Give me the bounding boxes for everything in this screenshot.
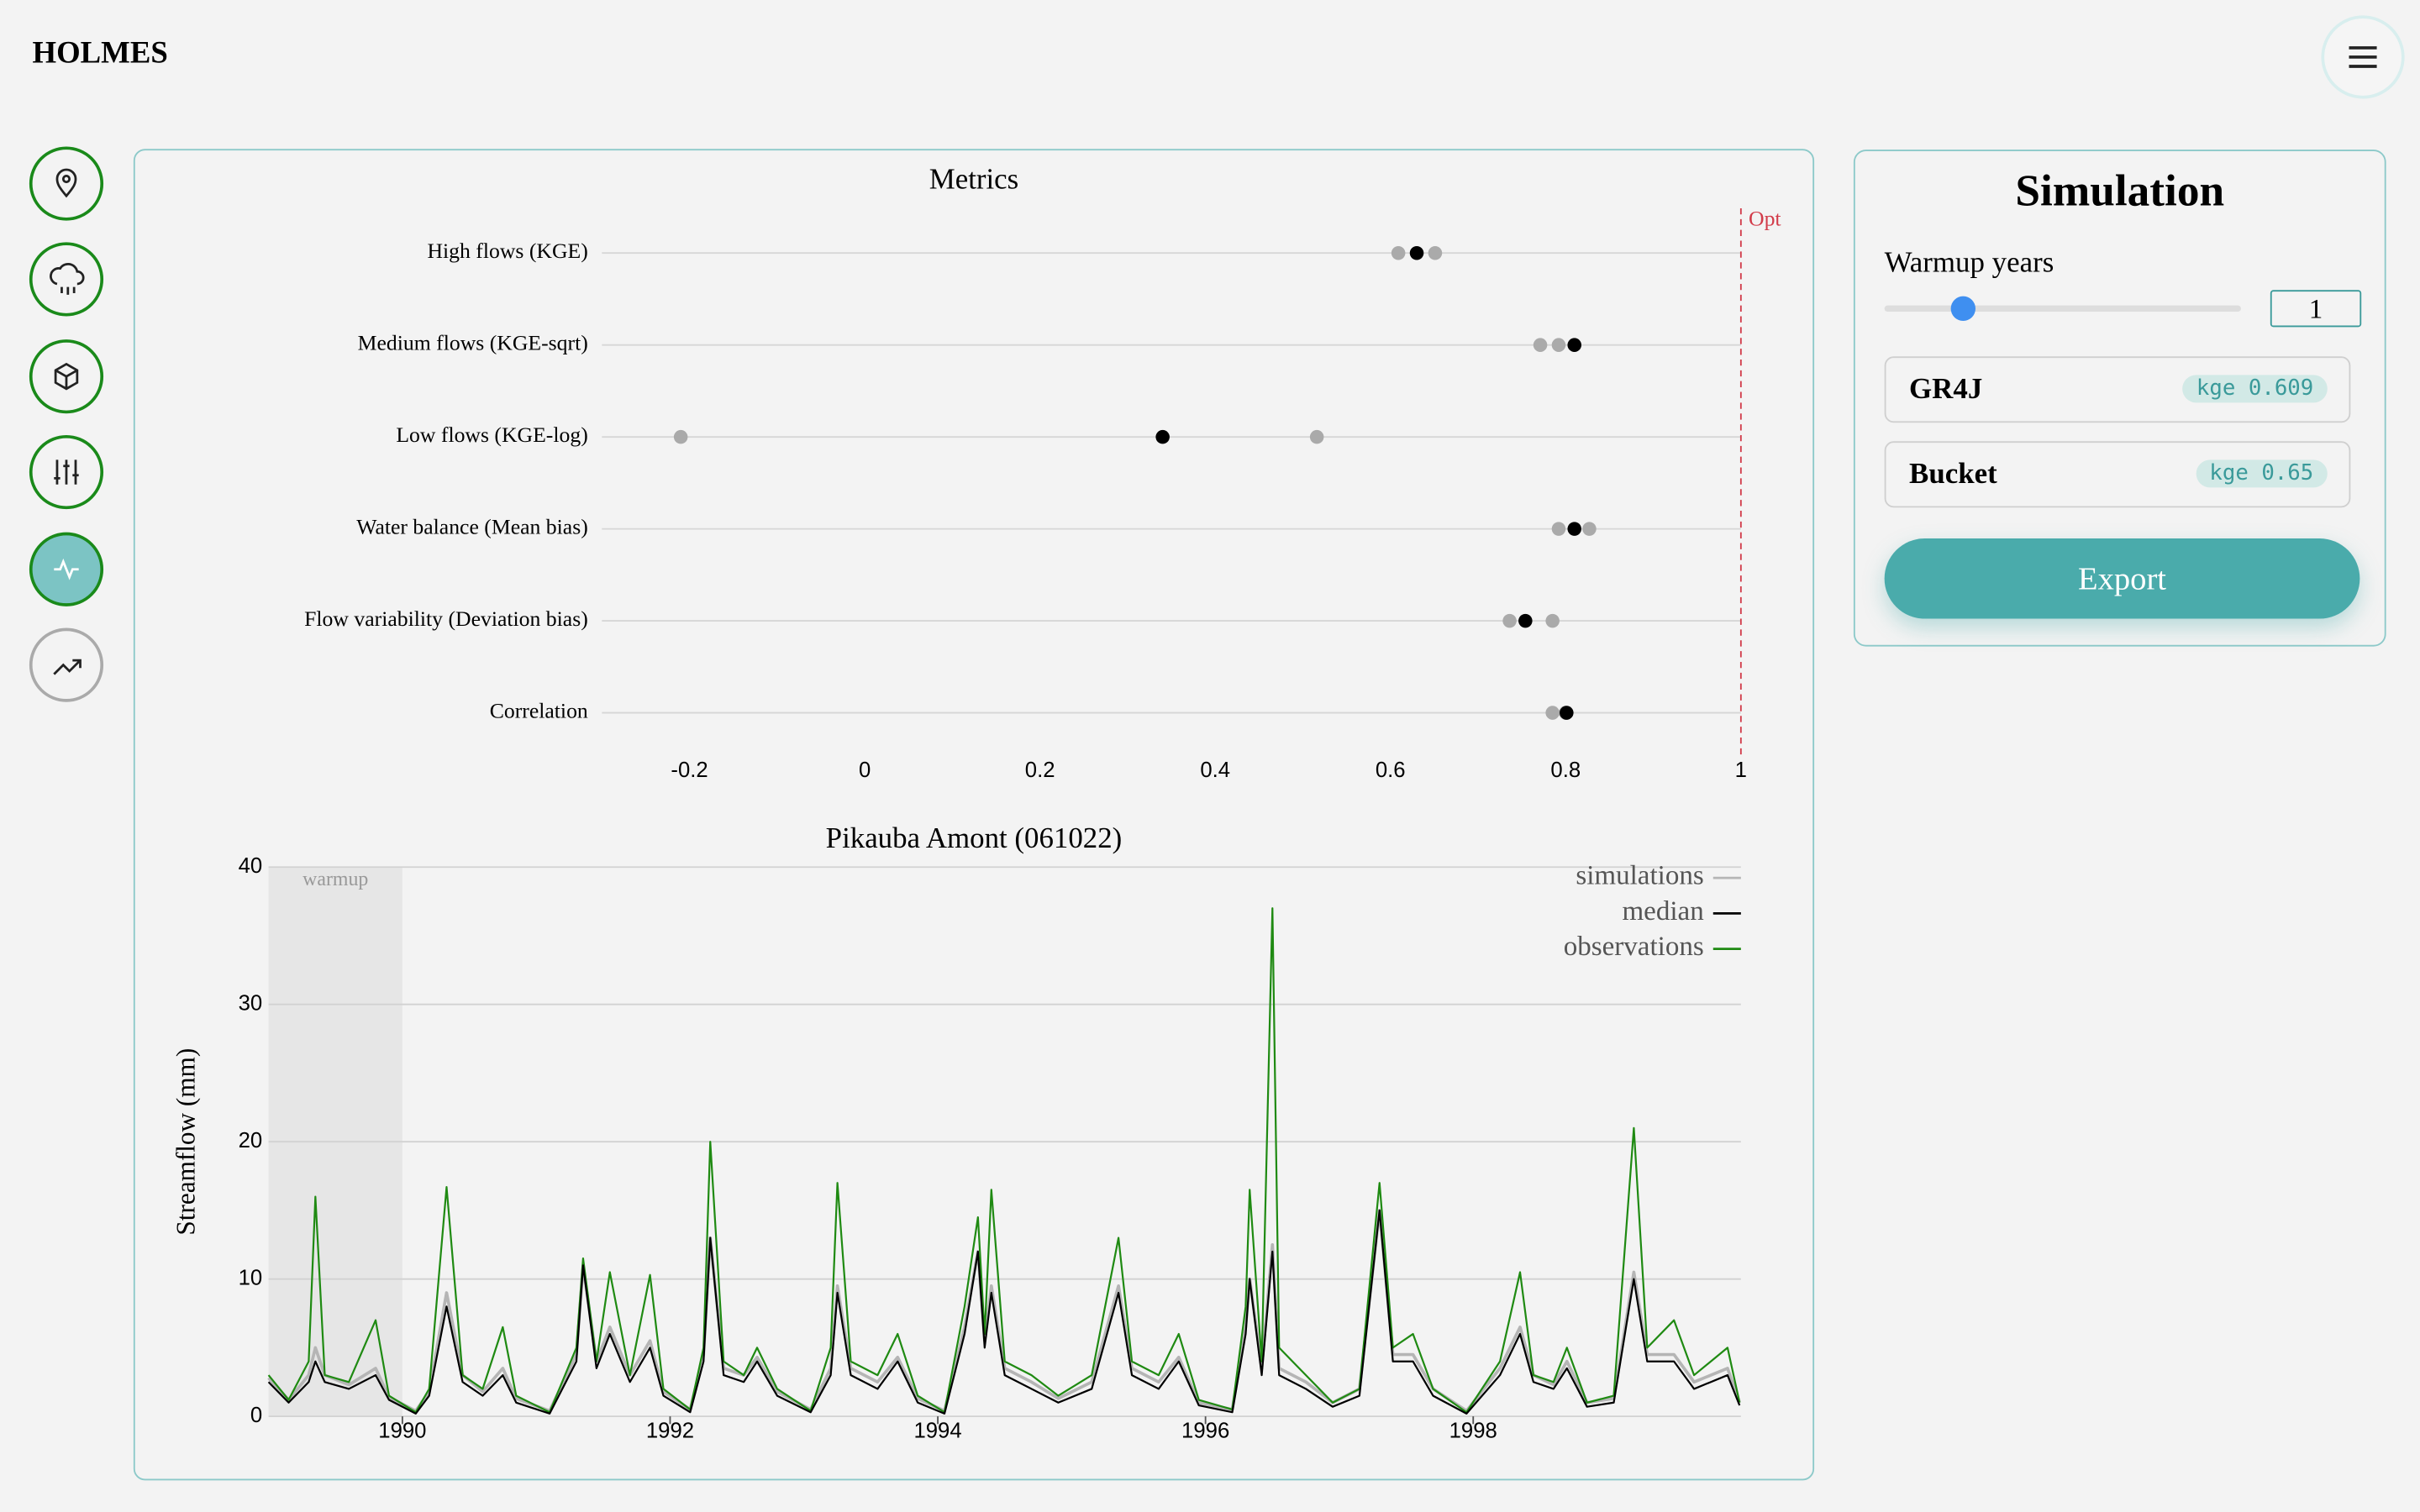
legend-label: observations bbox=[1564, 932, 1704, 962]
series-line bbox=[267, 907, 1741, 1414]
x-tick-label: 1996 bbox=[1181, 1419, 1229, 1442]
x-tick-label: 1 bbox=[1735, 759, 1747, 782]
panel-title: Simulation bbox=[2015, 166, 2225, 217]
warmup-label: warmup bbox=[302, 869, 368, 890]
chart-title: Metrics bbox=[929, 163, 1019, 196]
x-tick-label: 1994 bbox=[913, 1419, 961, 1442]
x-tick-label: 0.6 bbox=[1376, 759, 1406, 782]
nav-model[interactable] bbox=[29, 339, 104, 414]
nav-simulation[interactable] bbox=[29, 532, 104, 606]
warmup-label: Warmup years bbox=[1884, 246, 2054, 280]
simulation-panel: Simulation Warmup years 1 GR4J kge 0.609… bbox=[1853, 150, 2386, 647]
model-score: kge 0.65 bbox=[2195, 459, 2328, 488]
nav-weather[interactable] bbox=[29, 242, 104, 317]
y-tick-label: 0 bbox=[250, 1404, 262, 1427]
metric-dot bbox=[673, 429, 688, 444]
x-tick-label: 0.8 bbox=[1550, 759, 1581, 782]
metric-dot bbox=[1502, 613, 1517, 628]
x-tick-label: 1992 bbox=[646, 1419, 694, 1442]
category-label: Low flows (KGE-log) bbox=[396, 423, 587, 447]
menu-button[interactable] bbox=[2321, 15, 2405, 99]
metric-dot bbox=[1567, 338, 1581, 352]
category-label: Flow variability (Deviation bias) bbox=[304, 606, 588, 631]
metric-dot bbox=[1545, 613, 1560, 628]
legend-label: median bbox=[1622, 896, 1704, 927]
metric-dot bbox=[1409, 245, 1424, 260]
model-card[interactable]: GR4J kge 0.609 bbox=[1884, 356, 2351, 423]
x-tick-label: -0.2 bbox=[671, 759, 708, 782]
category-label: High flows (KGE) bbox=[427, 239, 587, 263]
series-line bbox=[267, 1209, 1741, 1415]
x-tick-label: 1998 bbox=[1449, 1419, 1497, 1442]
x-tick-label: 1990 bbox=[378, 1419, 426, 1442]
metric-dot bbox=[1533, 338, 1548, 352]
category-label: Water balance (Mean bias) bbox=[356, 515, 588, 539]
y-tick-label: 10 bbox=[239, 1266, 263, 1289]
nav-projection[interactable] bbox=[29, 627, 104, 702]
app-title: HOLMES bbox=[33, 35, 168, 70]
slider-thumb[interactable] bbox=[1950, 296, 1976, 322]
sidebar bbox=[29, 146, 104, 702]
y-tick-label: 20 bbox=[239, 1129, 263, 1152]
metric-dot bbox=[1428, 245, 1443, 260]
metric-dot bbox=[1551, 522, 1566, 536]
metric-dot bbox=[1567, 522, 1581, 536]
metric-dot bbox=[1391, 245, 1406, 260]
charts-panel bbox=[133, 149, 1815, 1481]
legend-label: simulations bbox=[1576, 861, 1703, 891]
metric-dot bbox=[1551, 338, 1566, 352]
metric-dot bbox=[1309, 429, 1324, 444]
x-tick-label: 0 bbox=[859, 759, 871, 782]
export-button[interactable]: Export bbox=[1884, 538, 2360, 619]
series-line bbox=[267, 1209, 1741, 1413]
y-tick-label: 40 bbox=[239, 854, 263, 878]
chart-title: Pikauba Amont (061022) bbox=[826, 822, 1123, 854]
warmup-input[interactable]: 1 bbox=[2270, 290, 2362, 328]
slider-track[interactable] bbox=[1884, 305, 2241, 312]
metric-dot bbox=[1582, 522, 1597, 536]
metric-dot bbox=[1560, 706, 1574, 720]
model-card[interactable]: Bucket kge 0.65 bbox=[1884, 441, 2351, 508]
model-name: Bucket bbox=[1909, 458, 1997, 491]
reference-label: Opt bbox=[1749, 207, 1781, 231]
model-score: kge 0.609 bbox=[2182, 375, 2328, 403]
metric-dot bbox=[1518, 613, 1533, 628]
x-tick-label: 0.4 bbox=[1200, 759, 1230, 782]
metric-dot bbox=[1545, 706, 1560, 720]
category-label: Correlation bbox=[490, 698, 588, 722]
category-label: Medium flows (KGE-sqrt) bbox=[358, 331, 588, 355]
model-name: GR4J bbox=[1909, 373, 1983, 407]
nav-calibration[interactable] bbox=[29, 434, 104, 510]
y-axis-label: Streamflow (mm) bbox=[171, 1048, 200, 1236]
nav-location[interactable] bbox=[29, 146, 104, 221]
y-tick-label: 30 bbox=[239, 992, 263, 1016]
metric-dot bbox=[1155, 429, 1170, 444]
x-tick-label: 0.2 bbox=[1025, 759, 1055, 782]
